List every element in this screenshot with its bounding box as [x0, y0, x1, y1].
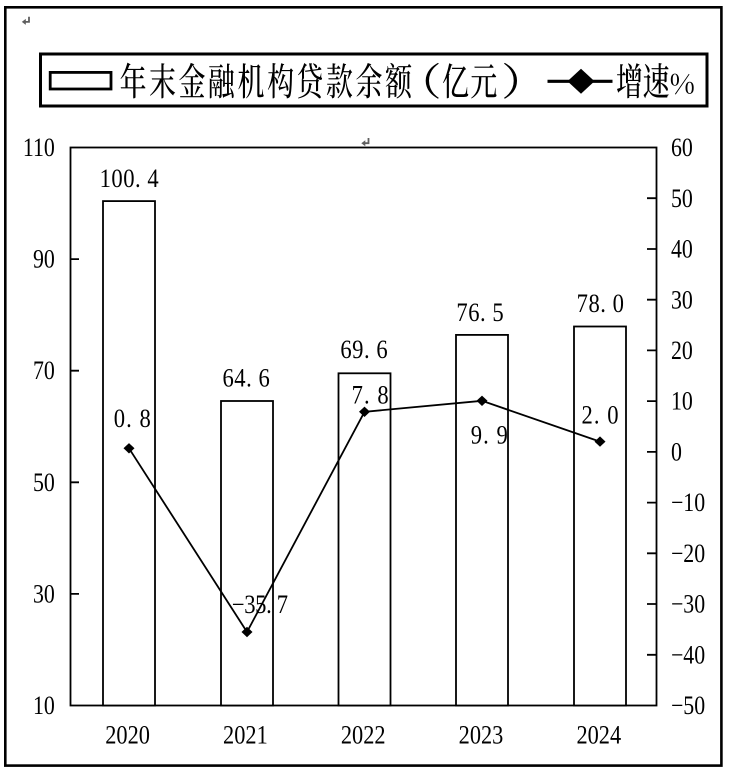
svg-text:90: 90: [33, 246, 55, 274]
svg-text:30: 30: [33, 581, 55, 609]
svg-text:0. 8: 0. 8: [114, 405, 152, 434]
svg-text:10: 10: [33, 692, 55, 720]
svg-text:50: 50: [671, 185, 693, 213]
svg-text:2024: 2024: [576, 721, 621, 750]
svg-text:100. 4: 100. 4: [100, 165, 160, 194]
svg-text:2. 0: 2. 0: [581, 401, 619, 430]
svg-text:60: 60: [671, 134, 693, 162]
svg-text:110: 110: [23, 134, 55, 162]
svg-text:−10: −10: [671, 490, 705, 518]
svg-text:2021: 2021: [223, 721, 268, 750]
svg-text:76. 5: 76. 5: [456, 299, 504, 328]
svg-text:10: 10: [671, 388, 693, 416]
svg-text:20: 20: [671, 337, 693, 365]
svg-text:2022: 2022: [341, 721, 386, 750]
svg-text:40: 40: [671, 236, 693, 264]
svg-text:69. 6: 69. 6: [340, 336, 388, 365]
svg-text:30: 30: [671, 287, 693, 315]
svg-text:9. 9: 9. 9: [471, 421, 509, 450]
svg-text:70: 70: [33, 358, 55, 386]
svg-text:78. 0: 78. 0: [577, 290, 625, 319]
svg-text:2023: 2023: [459, 721, 504, 750]
svg-text:2020: 2020: [105, 721, 150, 750]
svg-text:−40: −40: [671, 642, 705, 670]
svg-text:64. 6: 64. 6: [222, 364, 270, 393]
svg-text:−30: −30: [671, 591, 705, 619]
svg-text:−50: −50: [671, 692, 705, 720]
svg-text:0: 0: [671, 439, 682, 467]
svg-text:−35. 7: −35. 7: [232, 590, 288, 619]
svg-text:50: 50: [33, 469, 55, 497]
svg-text:7. 8: 7. 8: [352, 381, 390, 410]
svg-text:−20: −20: [671, 540, 705, 568]
